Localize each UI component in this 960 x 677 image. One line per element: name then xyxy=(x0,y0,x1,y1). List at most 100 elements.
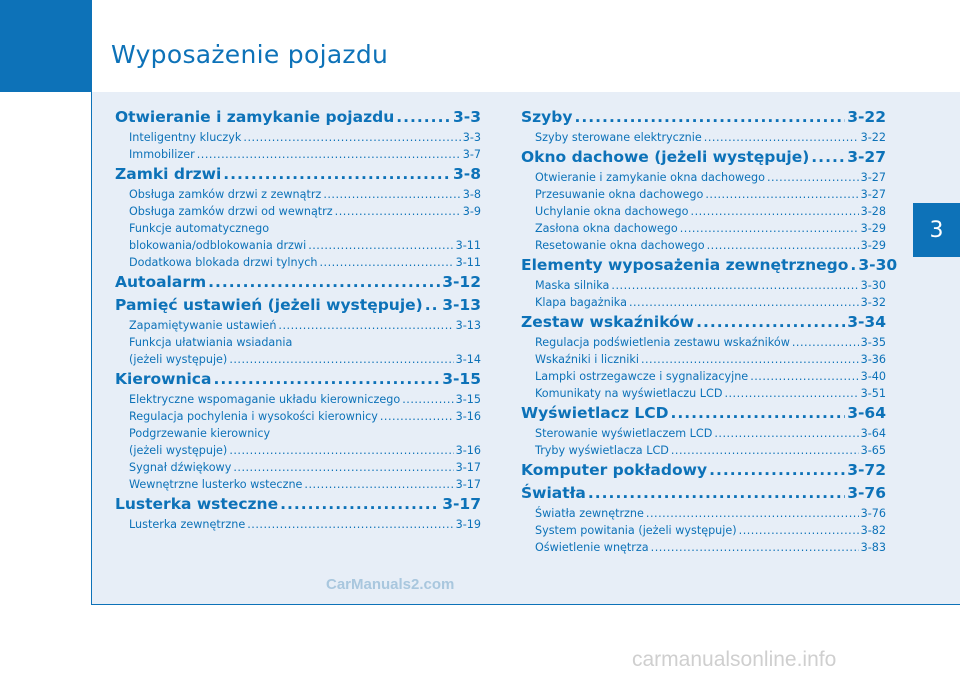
toc-entry-page: 3-83 xyxy=(860,541,886,554)
dot-leader xyxy=(691,203,859,220)
toc-entry[interactable]: Elektryczne wspomaganie układu kierownic… xyxy=(129,391,481,408)
toc-section-title: Autoalarm xyxy=(115,273,207,291)
toc-entry[interactable]: Obsługa zamków drzwi z zewnątrz 3-8 xyxy=(129,186,481,203)
dot-leader xyxy=(646,505,859,522)
toc-entry[interactable]: Resetowanie okna dachowego 3-29 xyxy=(535,237,886,254)
watermark-carmanuals2: CarManuals2.com xyxy=(326,576,455,593)
toc-entry-text[interactable]: Podgrzewanie kierownicy xyxy=(129,427,271,440)
toc-entry[interactable]: Oświetlenie wnętrza 3-83 xyxy=(535,539,886,556)
toc-entry[interactable]: Wskaźniki i liczniki 3-36 xyxy=(535,351,886,368)
toc-entry-page: 3-65 xyxy=(860,444,886,457)
dot-leader xyxy=(739,522,859,539)
toc-entry[interactable]: (jeżeli występuje) 3-14 xyxy=(129,351,481,368)
toc-section-page: 3-15 xyxy=(442,370,481,388)
toc-entry-page: 3-51 xyxy=(860,387,886,400)
dot-leader xyxy=(233,459,453,476)
toc-section[interactable]: Pamięć ustawień (jeżeli występuje) 3-13 xyxy=(115,294,481,317)
toc-entry-text: Sterowanie wyświetlaczem LCD xyxy=(535,427,713,440)
dot-leader xyxy=(680,220,859,237)
toc-entry-text[interactable]: Funkcje automatycznego xyxy=(129,222,270,235)
toc-section[interactable]: Okno dachowe (jeżeli występuje) 3-27 xyxy=(521,146,886,169)
dot-leader xyxy=(308,237,453,254)
toc-section-page: 3-72 xyxy=(847,461,886,479)
toc-entry[interactable]: Komunikaty na wyświetlaczu LCD 3-51 xyxy=(535,385,886,402)
toc-section[interactable]: Kierownica 3-15 xyxy=(115,368,481,391)
toc-entry[interactable]: Lampki ostrzegawcze i sygnalizacyjne 3-40 xyxy=(535,368,886,385)
toc-entry[interactable]: Wewnętrzne lusterko wsteczne 3-17 xyxy=(129,476,481,493)
toc-entry[interactable]: Sygnał dźwiękowy 3-17 xyxy=(129,459,481,476)
toc-section[interactable]: Lusterka wsteczne 3-17 xyxy=(115,493,481,516)
toc-entry-page: 3-27 xyxy=(860,171,886,184)
dot-leader xyxy=(229,351,453,368)
toc-section[interactable]: Wyświetlacz LCD 3-64 xyxy=(521,402,886,425)
toc-entry[interactable]: (jeżeli występuje) 3-16 xyxy=(129,442,481,459)
toc-entry[interactable]: Otwieranie i zamykanie okna dachowego 3-2… xyxy=(535,169,886,186)
toc-section-title: Szyby xyxy=(521,108,573,126)
toc-entry-page: 3-82 xyxy=(860,524,886,537)
toc-entry[interactable]: Dodatkowa blokada drzwi tylnych 3-11 xyxy=(129,254,481,271)
dot-leader xyxy=(850,254,856,277)
toc-section[interactable]: Otwieranie i zamykanie pojazdu 3-3 xyxy=(115,106,481,129)
toc-section[interactable]: Autoalarm 3-12 xyxy=(115,271,481,294)
toc-entry-text: Otwieranie i zamykanie okna dachowego xyxy=(535,171,765,184)
toc-entry[interactable]: Immobilizer 3-7 xyxy=(129,146,481,163)
toc-entry[interactable]: Uchylanie okna dachowego 3-28 xyxy=(535,203,886,220)
toc-entry[interactable]: Światła zewnętrzne 3-76 xyxy=(535,505,886,522)
toc-entry-text: Inteligentny kluczyk xyxy=(129,131,242,144)
toc-section[interactable]: Elementy wyposażenia zewnętrznego 3-30 xyxy=(521,254,897,277)
toc-entry[interactable]: Zapamiętywanie ustawień 3-13 xyxy=(129,317,481,334)
toc-section-page: 3-3 xyxy=(452,108,481,126)
toc-section-page: 3-22 xyxy=(847,108,886,126)
toc-entry[interactable]: Tryby wyświetlacza LCD 3-65 xyxy=(535,442,886,459)
toc-entry[interactable]: Obsługa zamków drzwi od wewnątrz 3-9 xyxy=(129,203,481,220)
toc-section[interactable]: Komputer pokładowy 3-72 xyxy=(521,459,886,482)
toc-entry-text: Uchylanie okna dachowego xyxy=(535,205,689,218)
toc-entry[interactable]: Maska silnika 3-30 xyxy=(535,277,886,294)
toc-entry-page: 3-76 xyxy=(860,507,886,520)
dot-leader xyxy=(704,129,859,146)
toc-entry-text[interactable]: Funkcja ułatwiania wsiadania xyxy=(129,336,293,349)
toc-section-page: 3-76 xyxy=(847,484,886,502)
toc-entry-page: 3-16 xyxy=(455,444,481,457)
toc-section[interactable]: Szyby 3-22 xyxy=(521,106,886,129)
watermark-carmanualsonline: carmanualsonline.info xyxy=(632,648,837,671)
dot-leader xyxy=(671,442,859,459)
toc-entry-text: Sygnał dźwiękowy xyxy=(129,461,232,474)
toc-entry[interactable]: blokowania/odblokowania drzwi 3-11 xyxy=(129,237,481,254)
chapter-tab[interactable]: 3 xyxy=(913,203,960,257)
toc-entry[interactable]: Zasłona okna dachowego 3-29 xyxy=(535,220,886,237)
toc-entry[interactable]: Sterowanie wyświetlaczem LCD 3-64 xyxy=(535,425,886,442)
dot-leader xyxy=(247,516,453,533)
toc-entry-page: 3-11 xyxy=(455,256,481,269)
toc-entry[interactable]: Lusterka zewnętrzne 3-19 xyxy=(129,516,481,533)
toc-entry-page: 3-28 xyxy=(860,205,886,218)
toc-section[interactable]: Zestaw wskaźników 3-34 xyxy=(521,311,886,334)
toc-entry-page: 3-30 xyxy=(860,279,886,292)
toc-entry-page: 3-17 xyxy=(455,461,481,474)
dot-leader xyxy=(588,482,845,505)
toc-entry[interactable]: Regulacja pochylenia i wysokości kierown… xyxy=(129,408,481,425)
dot-leader xyxy=(670,402,845,425)
toc-entry[interactable]: Szyby sterowane elektrycznie 3-22 xyxy=(535,129,886,146)
toc-section[interactable]: Światła 3-76 xyxy=(521,482,886,505)
dot-leader xyxy=(323,186,460,203)
dot-leader xyxy=(223,163,451,186)
dot-leader xyxy=(396,106,451,129)
toc-section-title: Zamki drzwi xyxy=(115,165,222,183)
dot-leader xyxy=(705,186,858,203)
toc-entry[interactable]: Inteligentny kluczyk 3-3 xyxy=(129,129,481,146)
toc-entry-text: Klapa bagażnika xyxy=(535,296,627,309)
toc-entry-text: blokowania/odblokowania drzwi xyxy=(129,239,307,252)
toc-entry[interactable]: System powitania (jeżeli występuje) 3-82 xyxy=(535,522,886,539)
toc-entry-page: 3-40 xyxy=(860,370,886,383)
toc-entry-text: Oświetlenie wnętrza xyxy=(535,541,649,554)
toc-entry-text: Szyby sterowane elektrycznie xyxy=(535,131,702,144)
toc-section-title: Wyświetlacz LCD xyxy=(521,404,669,422)
toc-entry-page: 3-9 xyxy=(462,205,481,218)
toc-entry-page: 3-15 xyxy=(455,393,481,406)
dot-leader xyxy=(696,311,845,334)
toc-entry[interactable]: Klapa bagażnika 3-32 xyxy=(535,294,886,311)
toc-entry[interactable]: Przesuwanie okna dachowego 3-27 xyxy=(535,186,886,203)
toc-entry[interactable]: Regulacja podświetlenia zestawu wskaźnik… xyxy=(535,334,886,351)
toc-section[interactable]: Zamki drzwi 3-8 xyxy=(115,163,481,186)
